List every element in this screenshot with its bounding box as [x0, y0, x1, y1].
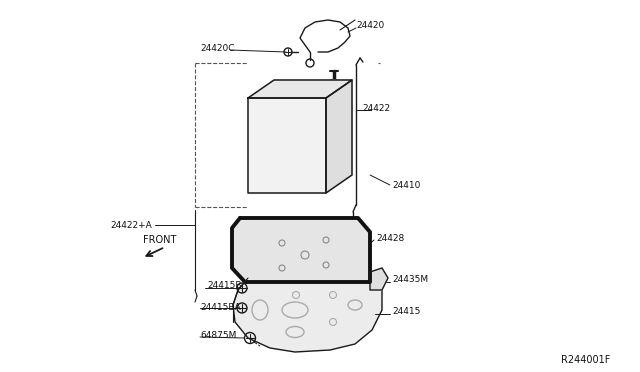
Polygon shape	[233, 272, 382, 352]
Text: 24428: 24428	[376, 234, 404, 243]
Text: R244001F: R244001F	[561, 355, 610, 365]
Polygon shape	[248, 80, 352, 98]
Text: 24415: 24415	[392, 308, 420, 317]
Polygon shape	[326, 80, 352, 193]
Polygon shape	[370, 268, 388, 290]
Polygon shape	[232, 218, 370, 282]
Text: 24410: 24410	[392, 180, 420, 189]
Text: FRONT: FRONT	[143, 235, 177, 245]
Text: 24422: 24422	[362, 103, 390, 112]
Text: 24420: 24420	[356, 20, 384, 29]
Text: 24415B: 24415B	[207, 282, 241, 291]
Text: 24420C: 24420C	[200, 44, 234, 52]
Text: 24422+A: 24422+A	[110, 221, 152, 230]
Polygon shape	[248, 98, 326, 193]
Text: 24415BA: 24415BA	[200, 302, 241, 311]
Text: 64875M: 64875M	[200, 330, 236, 340]
Text: 24435M: 24435M	[392, 276, 428, 285]
